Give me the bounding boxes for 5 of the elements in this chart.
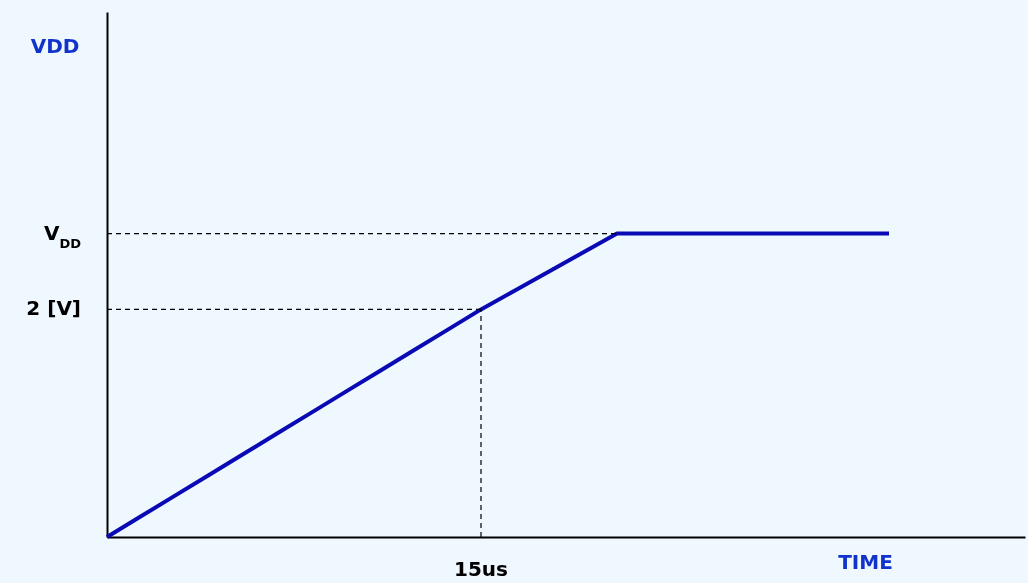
ref-line-label: 2 [V] (26, 296, 81, 321)
text: VDD (30, 34, 80, 58)
ref-line-label: V$_{DD}$ (43, 220, 82, 251)
text: 15us (454, 557, 508, 581)
x-axis-title: TIME (838, 549, 893, 574)
